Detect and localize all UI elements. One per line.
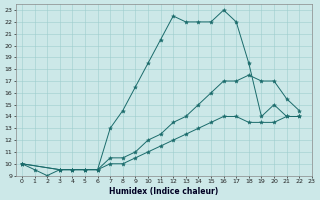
X-axis label: Humidex (Indice chaleur): Humidex (Indice chaleur) — [109, 187, 218, 196]
